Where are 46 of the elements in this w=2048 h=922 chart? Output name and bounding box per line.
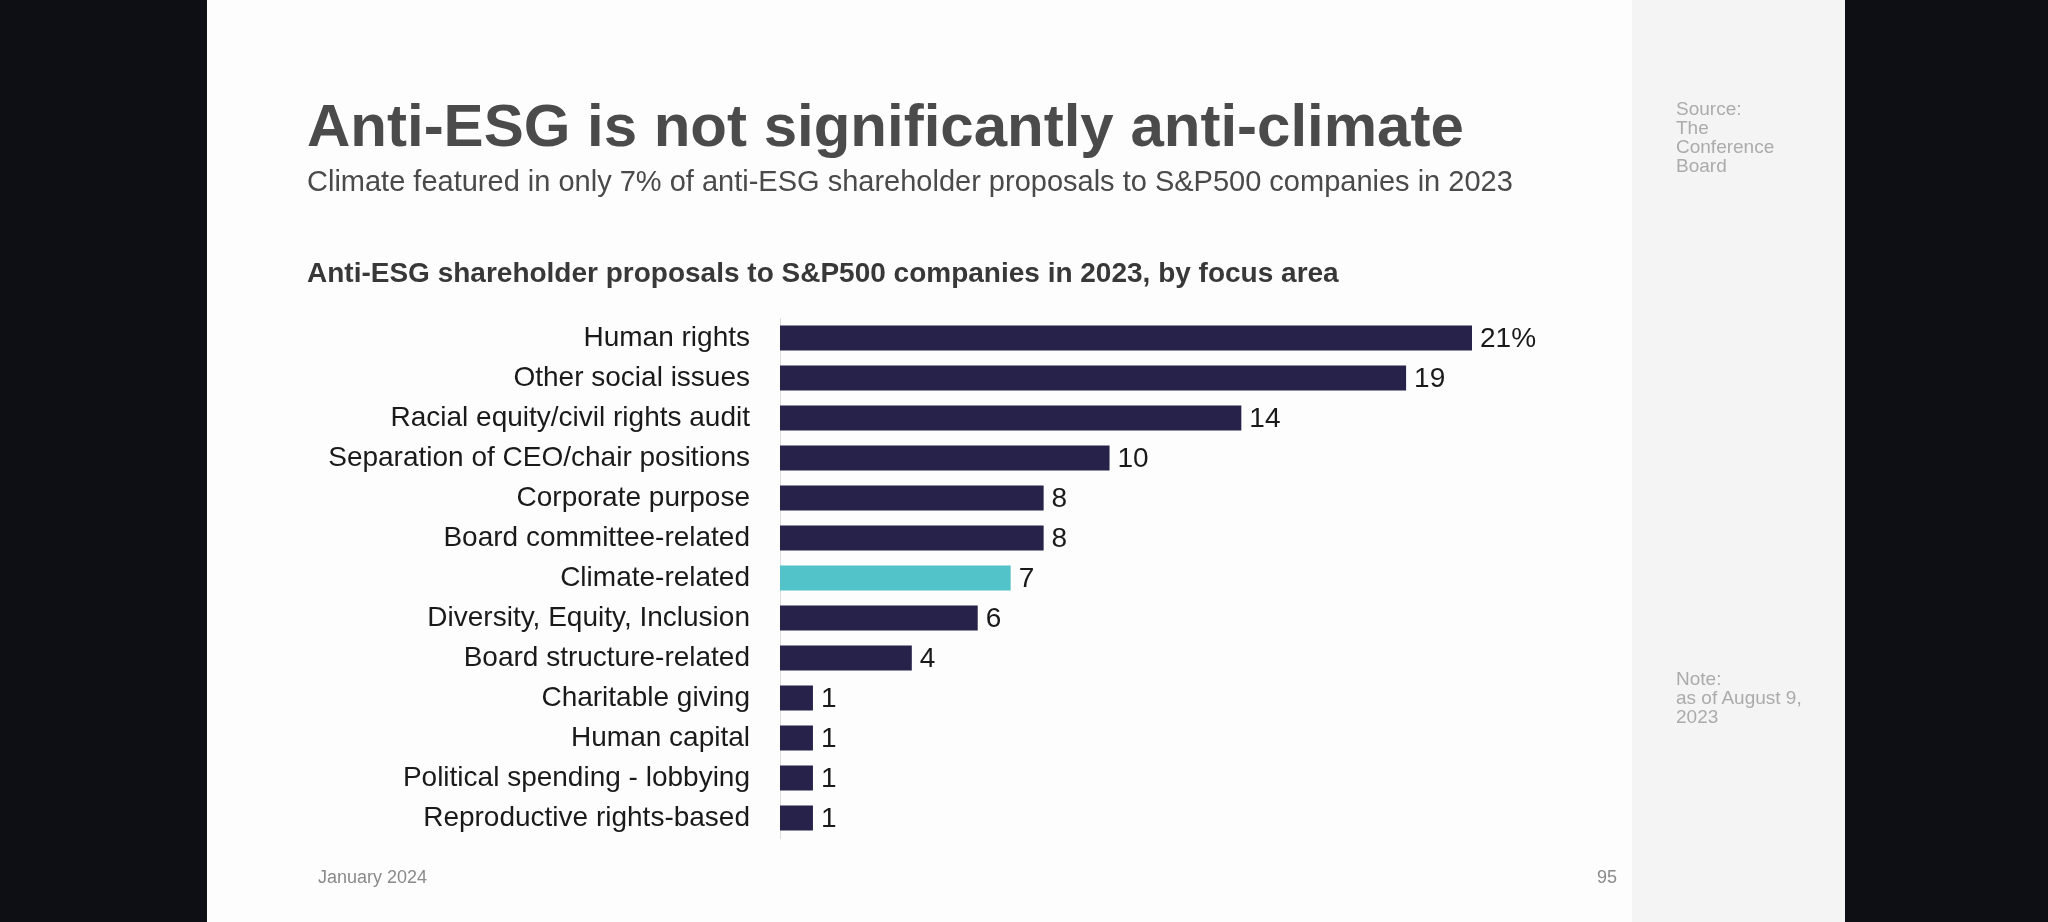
data-label: 1: [820, 801, 837, 833]
y-tick-label: Corporate purpose: [516, 480, 750, 512]
y-tick-label: Other social issues: [513, 360, 750, 392]
chart-title: Anti-ESG is not significantly anti-climate: [307, 91, 1464, 160]
data-label: 1: [820, 761, 837, 793]
data-label: 10: [1117, 441, 1149, 473]
data-label: 1: [820, 681, 837, 713]
y-tick-label: Human capital: [571, 720, 750, 752]
bar: [780, 725, 813, 751]
bar: [780, 645, 912, 671]
y-tick-label: Reproductive rights-based: [423, 800, 750, 832]
bar: [780, 325, 1472, 351]
data-label: 6: [985, 601, 1002, 633]
data-label: 14: [1249, 401, 1281, 433]
bar: [780, 525, 1044, 551]
data-label: 21%: [1480, 321, 1537, 353]
bar: [780, 445, 1110, 471]
bar: [780, 765, 813, 791]
y-tick-label: Charitable giving: [541, 680, 750, 712]
y-tick-label: Diversity, Equity, Inclusion: [427, 600, 750, 632]
y-tick-label: Human rights: [583, 320, 750, 352]
bar: [780, 485, 1044, 511]
bar: [780, 685, 813, 711]
data-label: 8: [1051, 481, 1068, 513]
data-label: 8: [1051, 521, 1068, 553]
bar: [780, 405, 1242, 431]
y-tick-label: Board structure-related: [463, 640, 750, 672]
bar: [780, 365, 1407, 391]
y-tick-label: Political spending - lobbying: [402, 760, 750, 792]
y-tick-label: Board committee-related: [443, 520, 750, 552]
bar: [780, 565, 1011, 591]
text: January 2024: [318, 867, 428, 888]
y-tick-label: Racial equity/civil rights audit: [390, 400, 751, 432]
source-note: Source: The Conference Board: [1676, 98, 1776, 176]
data-label: 19: [1414, 361, 1446, 393]
y-tick-label: Climate-related: [560, 560, 750, 592]
text: 95: [1596, 867, 1617, 888]
data-label: 1: [820, 721, 837, 753]
text: Anti-ESG shareholder proposals to S&P500 companies in 2023, by focus area: [307, 257, 1339, 289]
data-label: 7: [1018, 561, 1035, 593]
bar: [780, 605, 978, 631]
data-label: 4: [919, 641, 936, 673]
y-tick-label: Separation of CEO/chair positions: [328, 440, 750, 472]
text: Note: as of August 9, 2023: [1676, 668, 1803, 727]
bar: [780, 805, 813, 831]
chart-subtitle: Climate featured in only 7% of anti-ESG shareholder proposals to S&P500 companies in 2023: [307, 165, 1513, 198]
